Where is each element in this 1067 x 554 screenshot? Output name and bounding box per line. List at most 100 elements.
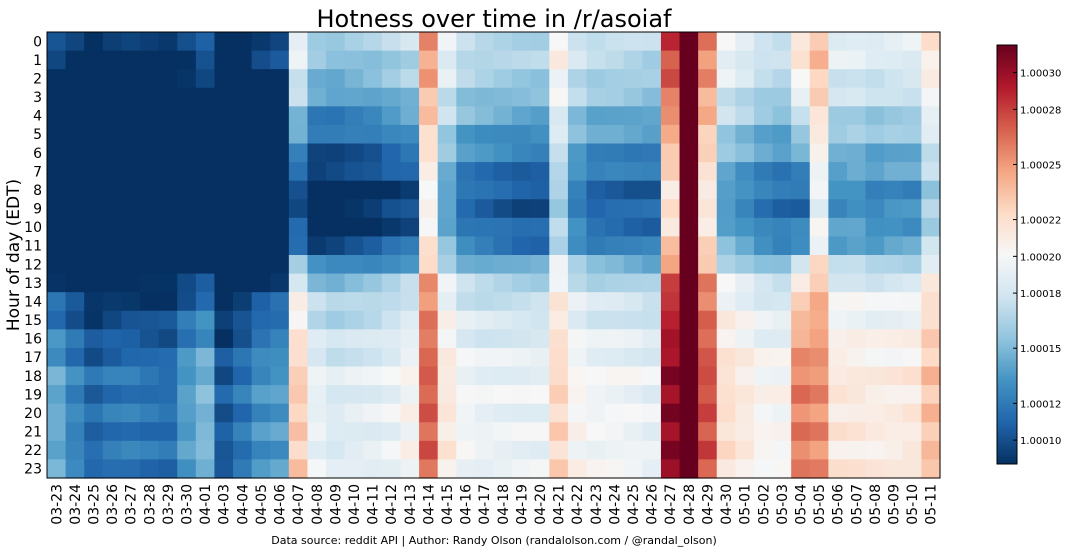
heatmap-cell [251,69,271,89]
heatmap-cell [512,459,532,479]
heatmap-cell [214,124,234,145]
heatmap-cell [177,403,197,423]
heatmap-cell [121,403,141,423]
heatmap-cell [195,199,216,219]
heatmap-cell [381,329,402,349]
heatmap-cell [47,459,67,479]
heatmap-cell [214,440,234,461]
heatmap-cell [884,422,904,442]
heatmap-cell [698,69,718,89]
heatmap-cell [326,143,346,163]
heatmap-cell [474,310,495,330]
heatmap-cell [419,217,439,238]
heatmap-cell [567,180,588,200]
heatmap-cell [586,459,606,479]
heatmap-cell [772,310,792,330]
heatmap-cell [530,273,550,293]
heatmap-cell [698,292,718,312]
heatmap-cell [902,143,922,163]
heatmap-cell [456,199,476,219]
heatmap-cell [679,236,699,256]
heatmap-cell [419,422,439,442]
heatmap-cell [381,162,402,182]
heatmap-cell [381,347,402,368]
heatmap-cell [102,403,123,423]
heatmap-cell [567,32,588,52]
heatmap-cell [102,347,123,368]
y-tick-label: 8 [33,183,42,199]
heatmap-cell [809,162,829,182]
heatmap-cell [214,87,234,107]
heatmap-cell [307,217,327,238]
heatmap-cell [642,162,662,182]
heatmap-cell [884,329,904,349]
heatmap-cell [474,124,495,145]
heatmap-cell [47,32,67,52]
heatmap-cell [140,255,160,275]
heatmap-cell [753,106,774,126]
heatmap-cell [530,217,550,238]
heatmap-cell [177,292,197,312]
heatmap-cell [381,180,402,200]
heatmap-cell [623,310,643,330]
heatmap-cell [512,422,532,442]
heatmap-cell [65,87,85,107]
heatmap-cell [605,459,625,479]
x-tick-label: 04-23 [589,484,605,525]
heatmap-cell [177,69,197,89]
heatmap-cell [344,422,364,442]
heatmap-cell [605,347,625,368]
heatmap-cell [921,236,941,256]
heatmap-cell [586,385,606,405]
heatmap-cell [549,329,569,349]
heatmap-cell [921,255,941,275]
heatmap-cell [177,199,197,219]
heatmap-cell [344,273,364,293]
x-tick-label: 05-03 [775,484,791,525]
heatmap-cell [772,50,792,70]
heatmap-cell [902,162,922,182]
heatmap-cell [270,255,290,275]
heatmap-cell [679,403,699,423]
heatmap-cell [865,422,885,442]
colorbar-tick-label: 1.00030 [1020,69,1061,80]
heatmap-cell [512,366,532,386]
heatmap-cell [660,292,681,312]
heatmap-cell [660,32,681,52]
heatmap-cell [698,87,718,107]
heatmap-cell [586,255,606,275]
heatmap-cell [716,255,736,275]
heatmap-cell [65,366,85,386]
heatmap-cell [437,255,457,275]
heatmap-cell [698,403,718,423]
heatmap-cell [772,366,792,386]
heatmap-cell [214,366,234,386]
heatmap-cell [772,347,792,368]
heatmap-cell [177,143,197,163]
heatmap-cell [753,236,774,256]
heatmap-cell [195,366,216,386]
heatmap-cell [493,329,513,349]
heatmap-cell [567,403,588,423]
heatmap-cell [214,69,234,89]
heatmap-cell [307,124,327,145]
heatmap-cell [828,310,848,330]
heatmap-cell [567,347,588,368]
heatmap-cell [456,32,476,52]
heatmap-cell [679,50,699,70]
heatmap-cell [716,217,736,238]
heatmap-cell [846,50,867,70]
heatmap-cell [344,366,364,386]
heatmap-cell [698,366,718,386]
heatmap-cell [270,329,290,349]
heatmap-cell [326,106,346,126]
heatmap-cell [381,459,402,479]
heatmap-cell [809,459,829,479]
heatmap-cell [605,180,625,200]
heatmap-cell [791,310,811,330]
heatmap-cell [902,106,922,126]
heatmap-cell [456,255,476,275]
heatmap-cell [233,32,253,52]
heatmap-cell [753,310,774,330]
heatmap-cell [567,440,588,461]
